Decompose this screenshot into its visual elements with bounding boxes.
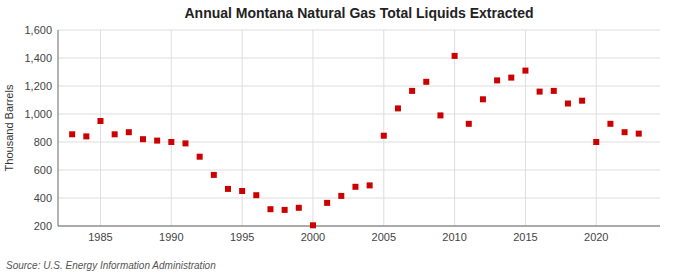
x-grid-line xyxy=(171,30,172,226)
y-axis-line xyxy=(58,30,59,226)
y-grid-line xyxy=(58,30,660,31)
point xyxy=(182,140,188,146)
page: {"chart_data": { "type": "scatter", "tit… xyxy=(0,0,675,275)
point xyxy=(352,184,358,190)
source: Source: U.S. Energy Information Administ… xyxy=(6,260,216,271)
point xyxy=(310,222,316,228)
x-grid-line xyxy=(596,30,597,226)
point xyxy=(97,118,103,124)
y-tick-label: 400 xyxy=(34,192,52,204)
point xyxy=(423,79,429,85)
x-tick-label: 2005 xyxy=(372,231,396,243)
point xyxy=(69,131,75,137)
y-tick-label: 1,000 xyxy=(24,108,52,120)
point xyxy=(239,188,245,194)
grid xyxy=(58,30,660,226)
point xyxy=(211,172,217,178)
y-grid-line xyxy=(58,86,660,87)
y-tick-label: 200 xyxy=(34,220,52,232)
point xyxy=(565,101,571,107)
point xyxy=(253,192,259,198)
y-grid-line xyxy=(58,58,660,59)
point xyxy=(537,89,543,95)
point xyxy=(225,186,231,192)
x-grid-line xyxy=(525,30,526,226)
point xyxy=(395,105,401,111)
y-axis-label: Thousand Barrels xyxy=(3,84,15,171)
y-grid-line xyxy=(58,198,660,199)
point xyxy=(579,98,585,104)
x-grid-line xyxy=(312,30,313,226)
point xyxy=(508,75,514,81)
x-tick-label: 1990 xyxy=(159,231,183,243)
x-tick-label: 2000 xyxy=(301,231,325,243)
y-grid-line xyxy=(58,114,660,115)
points xyxy=(69,53,642,228)
y-tick-label: 1,600 xyxy=(24,24,52,36)
point xyxy=(154,138,160,144)
point xyxy=(466,121,472,127)
point xyxy=(480,96,486,102)
point xyxy=(522,68,528,74)
x-grid-line xyxy=(100,30,101,226)
point xyxy=(324,200,330,206)
point xyxy=(551,88,557,94)
point xyxy=(197,154,203,160)
y-grid-line xyxy=(58,226,660,227)
point xyxy=(83,133,89,139)
point xyxy=(338,193,344,199)
y-grid-line xyxy=(58,170,660,171)
x-tick-label: 2015 xyxy=(513,231,537,243)
point xyxy=(607,121,613,127)
x-tick-label: 1995 xyxy=(230,231,254,243)
point xyxy=(409,88,415,94)
point xyxy=(593,139,599,145)
point xyxy=(622,129,628,135)
x-axis-line xyxy=(58,226,660,227)
x-tick-label: 1985 xyxy=(88,231,112,243)
point xyxy=(367,182,373,188)
point xyxy=(381,133,387,139)
y-tick-label: 600 xyxy=(34,164,52,176)
title: Annual Montana Natural Gas Total Liquids… xyxy=(184,5,533,21)
x-tick-label: 2020 xyxy=(584,231,608,243)
x-tick-label: 2010 xyxy=(442,231,466,243)
point xyxy=(168,139,174,145)
point xyxy=(282,207,288,213)
point xyxy=(636,131,642,137)
y-tick-label: 1,400 xyxy=(24,52,52,64)
x-grid-line xyxy=(242,30,243,226)
point xyxy=(112,131,118,137)
point xyxy=(267,206,273,212)
point xyxy=(140,136,146,142)
point xyxy=(437,112,443,118)
y-tick-label: 800 xyxy=(34,136,52,148)
point xyxy=(126,129,132,135)
chart: 200 400 600 800 1,000 1,200 1,400 1,600 1985 1990… xyxy=(0,0,675,275)
point xyxy=(296,205,302,211)
point xyxy=(494,77,500,83)
point xyxy=(452,53,458,59)
background xyxy=(0,0,675,275)
x-grid-line xyxy=(454,30,455,226)
y-grid-line xyxy=(58,142,660,143)
y-tick-label: 1,200 xyxy=(24,80,52,92)
x-grid-line xyxy=(383,30,384,226)
